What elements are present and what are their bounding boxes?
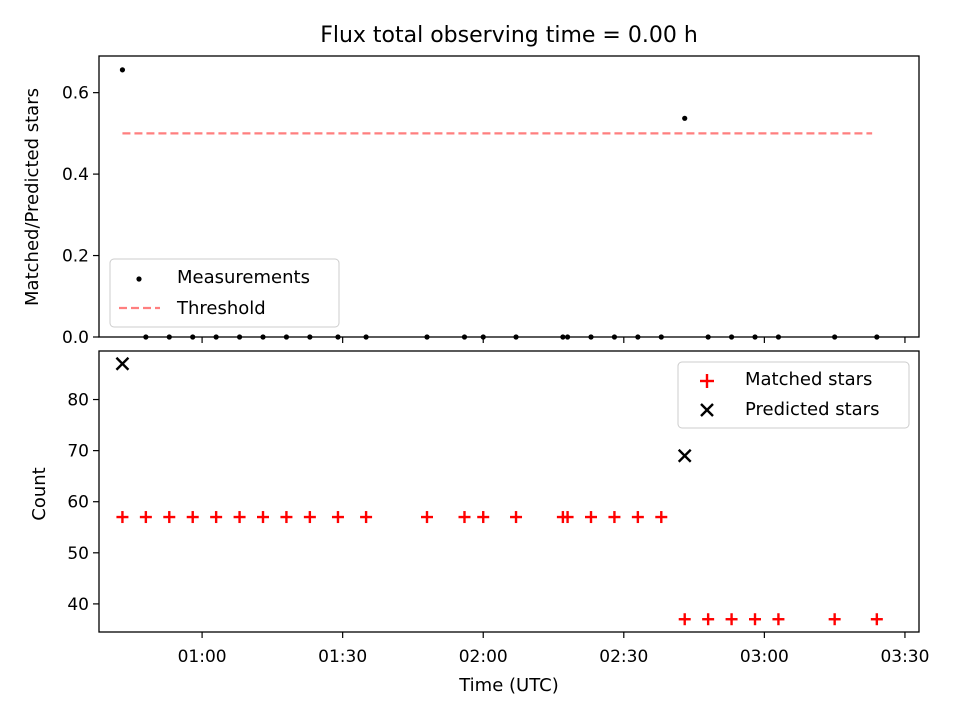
count-legend-box (677, 361, 910, 429)
measurement-point (658, 334, 664, 340)
x-tick-label: 01:00 (178, 647, 227, 667)
measurement-point (424, 334, 430, 340)
y-tick-label: 40 (67, 595, 89, 615)
matched-stars-point (139, 511, 152, 524)
measurement-point (832, 334, 838, 340)
matched-stars-point (458, 511, 471, 524)
count-y-axis-label: Count (29, 467, 50, 520)
y-tick-label: 70 (67, 442, 89, 462)
count-panel-frame (98, 350, 920, 633)
measurement-point (775, 334, 782, 340)
matched-stars-point (163, 511, 176, 524)
ratio-panel-frame (98, 55, 920, 338)
matched-stars-point (655, 511, 668, 524)
matched-stars-point (772, 613, 785, 626)
matched-stars-point (631, 511, 644, 524)
measurement-point (119, 67, 126, 73)
measurement-point (461, 334, 468, 340)
measurement-point (635, 334, 641, 340)
matched-stars-point (702, 613, 715, 626)
ratio-x-ticks (201, 337, 906, 343)
ratio-y-axis-label: Matched/Predicted stars (22, 88, 43, 306)
matched-stars-point (210, 511, 223, 524)
measurement-point (213, 334, 219, 340)
predicted-stars-point (677, 448, 692, 463)
measurement-point (874, 334, 880, 340)
matched-stars-point (116, 511, 129, 524)
x-tick-label: 03:00 (740, 647, 789, 667)
measurement-point (564, 334, 571, 340)
ratio-y-ticks: 0.0 0.2 0.4 0.6 (62, 84, 99, 348)
measurement-point (283, 334, 290, 340)
x-tick-label: 03:30 (880, 647, 929, 667)
measurement-point (611, 334, 618, 340)
measurement-point (480, 334, 486, 340)
measurement-point (728, 334, 735, 340)
ratio-panel: 0.0 0.2 0.4 0.6 Matched/Predicted stars Mea… (22, 55, 920, 348)
y-tick-label: 0.6 (62, 84, 89, 104)
x-tick-label: 01:30 (318, 647, 367, 667)
matched-stars-point (585, 511, 597, 524)
figure-title: Flux total observing time = 0.00 h (320, 23, 698, 48)
measurement-point (363, 334, 369, 340)
y-tick-label: 60 (67, 493, 89, 513)
measurement-point (705, 334, 711, 340)
count-x-ticks: 01:00 01:30 02:00 02:30 03:00 03:30 (178, 632, 929, 667)
y-tick-label: 0.0 (62, 328, 89, 348)
matched-stars-point (608, 511, 621, 524)
measurement-point (588, 334, 594, 340)
ratio-marks (119, 67, 880, 340)
x-tick-label: 02:30 (599, 647, 648, 667)
measurement-point (560, 334, 566, 340)
count-panel: 40 50 60 70 80 01:00 01:30 02:00 02:30 03:00 03:3… (29, 350, 929, 696)
legend-predicted-marker (700, 403, 714, 417)
y-tick-label: 50 (67, 544, 89, 564)
measurement-point (190, 334, 196, 340)
matched-stars-point (421, 511, 433, 524)
measurement-point (307, 334, 313, 340)
ratio-legend: Measurements Threshold (109, 258, 340, 328)
matched-stars-point (257, 511, 269, 524)
matched-stars-point (870, 613, 883, 626)
matched-stars-point (510, 511, 523, 524)
measurement-point (166, 334, 172, 340)
matched-stars-point (186, 511, 199, 524)
measurement-point (335, 334, 341, 340)
matched-stars-point (360, 511, 373, 524)
measurement-point (236, 334, 243, 340)
matched-stars-point (678, 613, 691, 626)
matched-stars-point (828, 613, 841, 626)
measurement-point (682, 115, 688, 121)
legend-measurements-label: Measurements (177, 267, 310, 288)
x-tick-label: 02:00 (459, 647, 508, 667)
measurement-point (513, 334, 519, 340)
count-marks (115, 356, 883, 626)
ratio-legend-box (109, 258, 340, 328)
count-legend: Matched stars Predicted stars (677, 361, 910, 429)
matched-stars-point (749, 613, 761, 626)
matched-stars-point (280, 511, 293, 524)
matched-stars-point (725, 613, 738, 626)
y-tick-label: 80 (67, 391, 89, 411)
legend-measurements-marker (136, 276, 142, 282)
matched-stars-point (303, 511, 316, 524)
legend-threshold-label: Threshold (176, 298, 266, 319)
measurement-point (260, 334, 266, 340)
legend-predicted-label: Predicted stars (745, 399, 879, 420)
matched-stars-point (561, 511, 574, 524)
matched-stars-point (233, 511, 246, 524)
matched-stars-point (477, 511, 490, 524)
legend-matched-label: Matched stars (745, 369, 872, 390)
measurement-point (752, 334, 758, 340)
y-tick-label: 0.4 (62, 165, 89, 185)
predicted-stars-point (115, 356, 130, 371)
x-axis-label: Time (UTC) (458, 675, 559, 696)
legend-matched-marker (700, 374, 714, 388)
matched-stars-point (331, 511, 344, 524)
y-tick-label: 0.2 (62, 247, 89, 267)
count-y-ticks: 40 50 60 70 80 (67, 391, 99, 615)
measurement-point (143, 334, 149, 340)
